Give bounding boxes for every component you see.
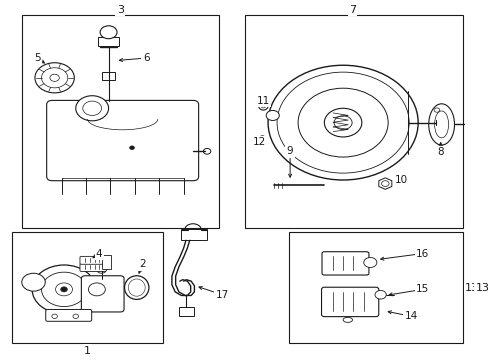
Circle shape (61, 287, 67, 292)
FancyBboxPatch shape (46, 310, 92, 321)
Circle shape (203, 148, 210, 154)
Text: 8: 8 (436, 147, 443, 157)
Ellipse shape (124, 276, 149, 300)
FancyBboxPatch shape (46, 100, 198, 181)
Circle shape (41, 272, 86, 307)
Text: 11: 11 (256, 96, 269, 106)
Text: 10: 10 (394, 175, 407, 185)
Bar (12, 232, 162, 343)
Ellipse shape (260, 102, 265, 108)
Circle shape (97, 266, 106, 273)
Text: 16: 16 (415, 248, 428, 258)
Text: 1: 1 (84, 345, 91, 355)
Circle shape (324, 108, 361, 137)
Text: 13: 13 (474, 283, 488, 293)
Ellipse shape (428, 104, 453, 145)
Circle shape (41, 68, 68, 88)
Ellipse shape (258, 99, 268, 110)
Circle shape (56, 283, 72, 296)
Circle shape (184, 224, 201, 237)
Circle shape (277, 72, 408, 173)
Text: 5: 5 (34, 53, 41, 63)
Circle shape (363, 257, 376, 267)
Circle shape (82, 101, 102, 116)
Circle shape (50, 74, 59, 81)
Circle shape (381, 181, 388, 186)
Ellipse shape (434, 111, 447, 138)
Text: 2: 2 (139, 259, 145, 269)
Text: 7: 7 (348, 5, 355, 15)
FancyBboxPatch shape (81, 276, 124, 312)
Circle shape (32, 265, 96, 314)
Bar (179, 307, 194, 316)
Polygon shape (378, 178, 391, 189)
Bar (98, 37, 119, 45)
Ellipse shape (260, 138, 264, 143)
FancyBboxPatch shape (321, 287, 378, 317)
Ellipse shape (258, 136, 266, 145)
Ellipse shape (343, 318, 352, 322)
Text: 6: 6 (142, 53, 149, 63)
Text: 3: 3 (117, 5, 123, 15)
Text: 14: 14 (404, 311, 417, 321)
Bar (244, 15, 462, 228)
Circle shape (22, 273, 45, 291)
Circle shape (298, 88, 387, 157)
Bar (288, 232, 462, 343)
Text: 12: 12 (252, 138, 265, 147)
Text: 4: 4 (96, 248, 102, 258)
Circle shape (333, 116, 351, 130)
Circle shape (76, 96, 108, 121)
Text: 15: 15 (415, 284, 428, 294)
Circle shape (73, 314, 79, 319)
FancyBboxPatch shape (80, 256, 106, 264)
Circle shape (129, 146, 134, 149)
Circle shape (100, 26, 117, 39)
Circle shape (265, 111, 279, 121)
Circle shape (433, 108, 439, 112)
Text: 17: 17 (215, 290, 228, 300)
Bar (22, 15, 218, 228)
Text: 13: 13 (464, 283, 478, 293)
Circle shape (35, 63, 74, 93)
Circle shape (267, 65, 417, 180)
Bar (181, 229, 206, 240)
Circle shape (88, 283, 105, 296)
FancyBboxPatch shape (80, 264, 106, 271)
Circle shape (52, 314, 57, 319)
Circle shape (374, 291, 386, 299)
Bar (102, 72, 115, 80)
Ellipse shape (128, 279, 145, 296)
FancyBboxPatch shape (321, 252, 368, 275)
Bar (102, 255, 111, 269)
Text: 1: 1 (84, 346, 91, 356)
Text: 9: 9 (286, 146, 293, 156)
